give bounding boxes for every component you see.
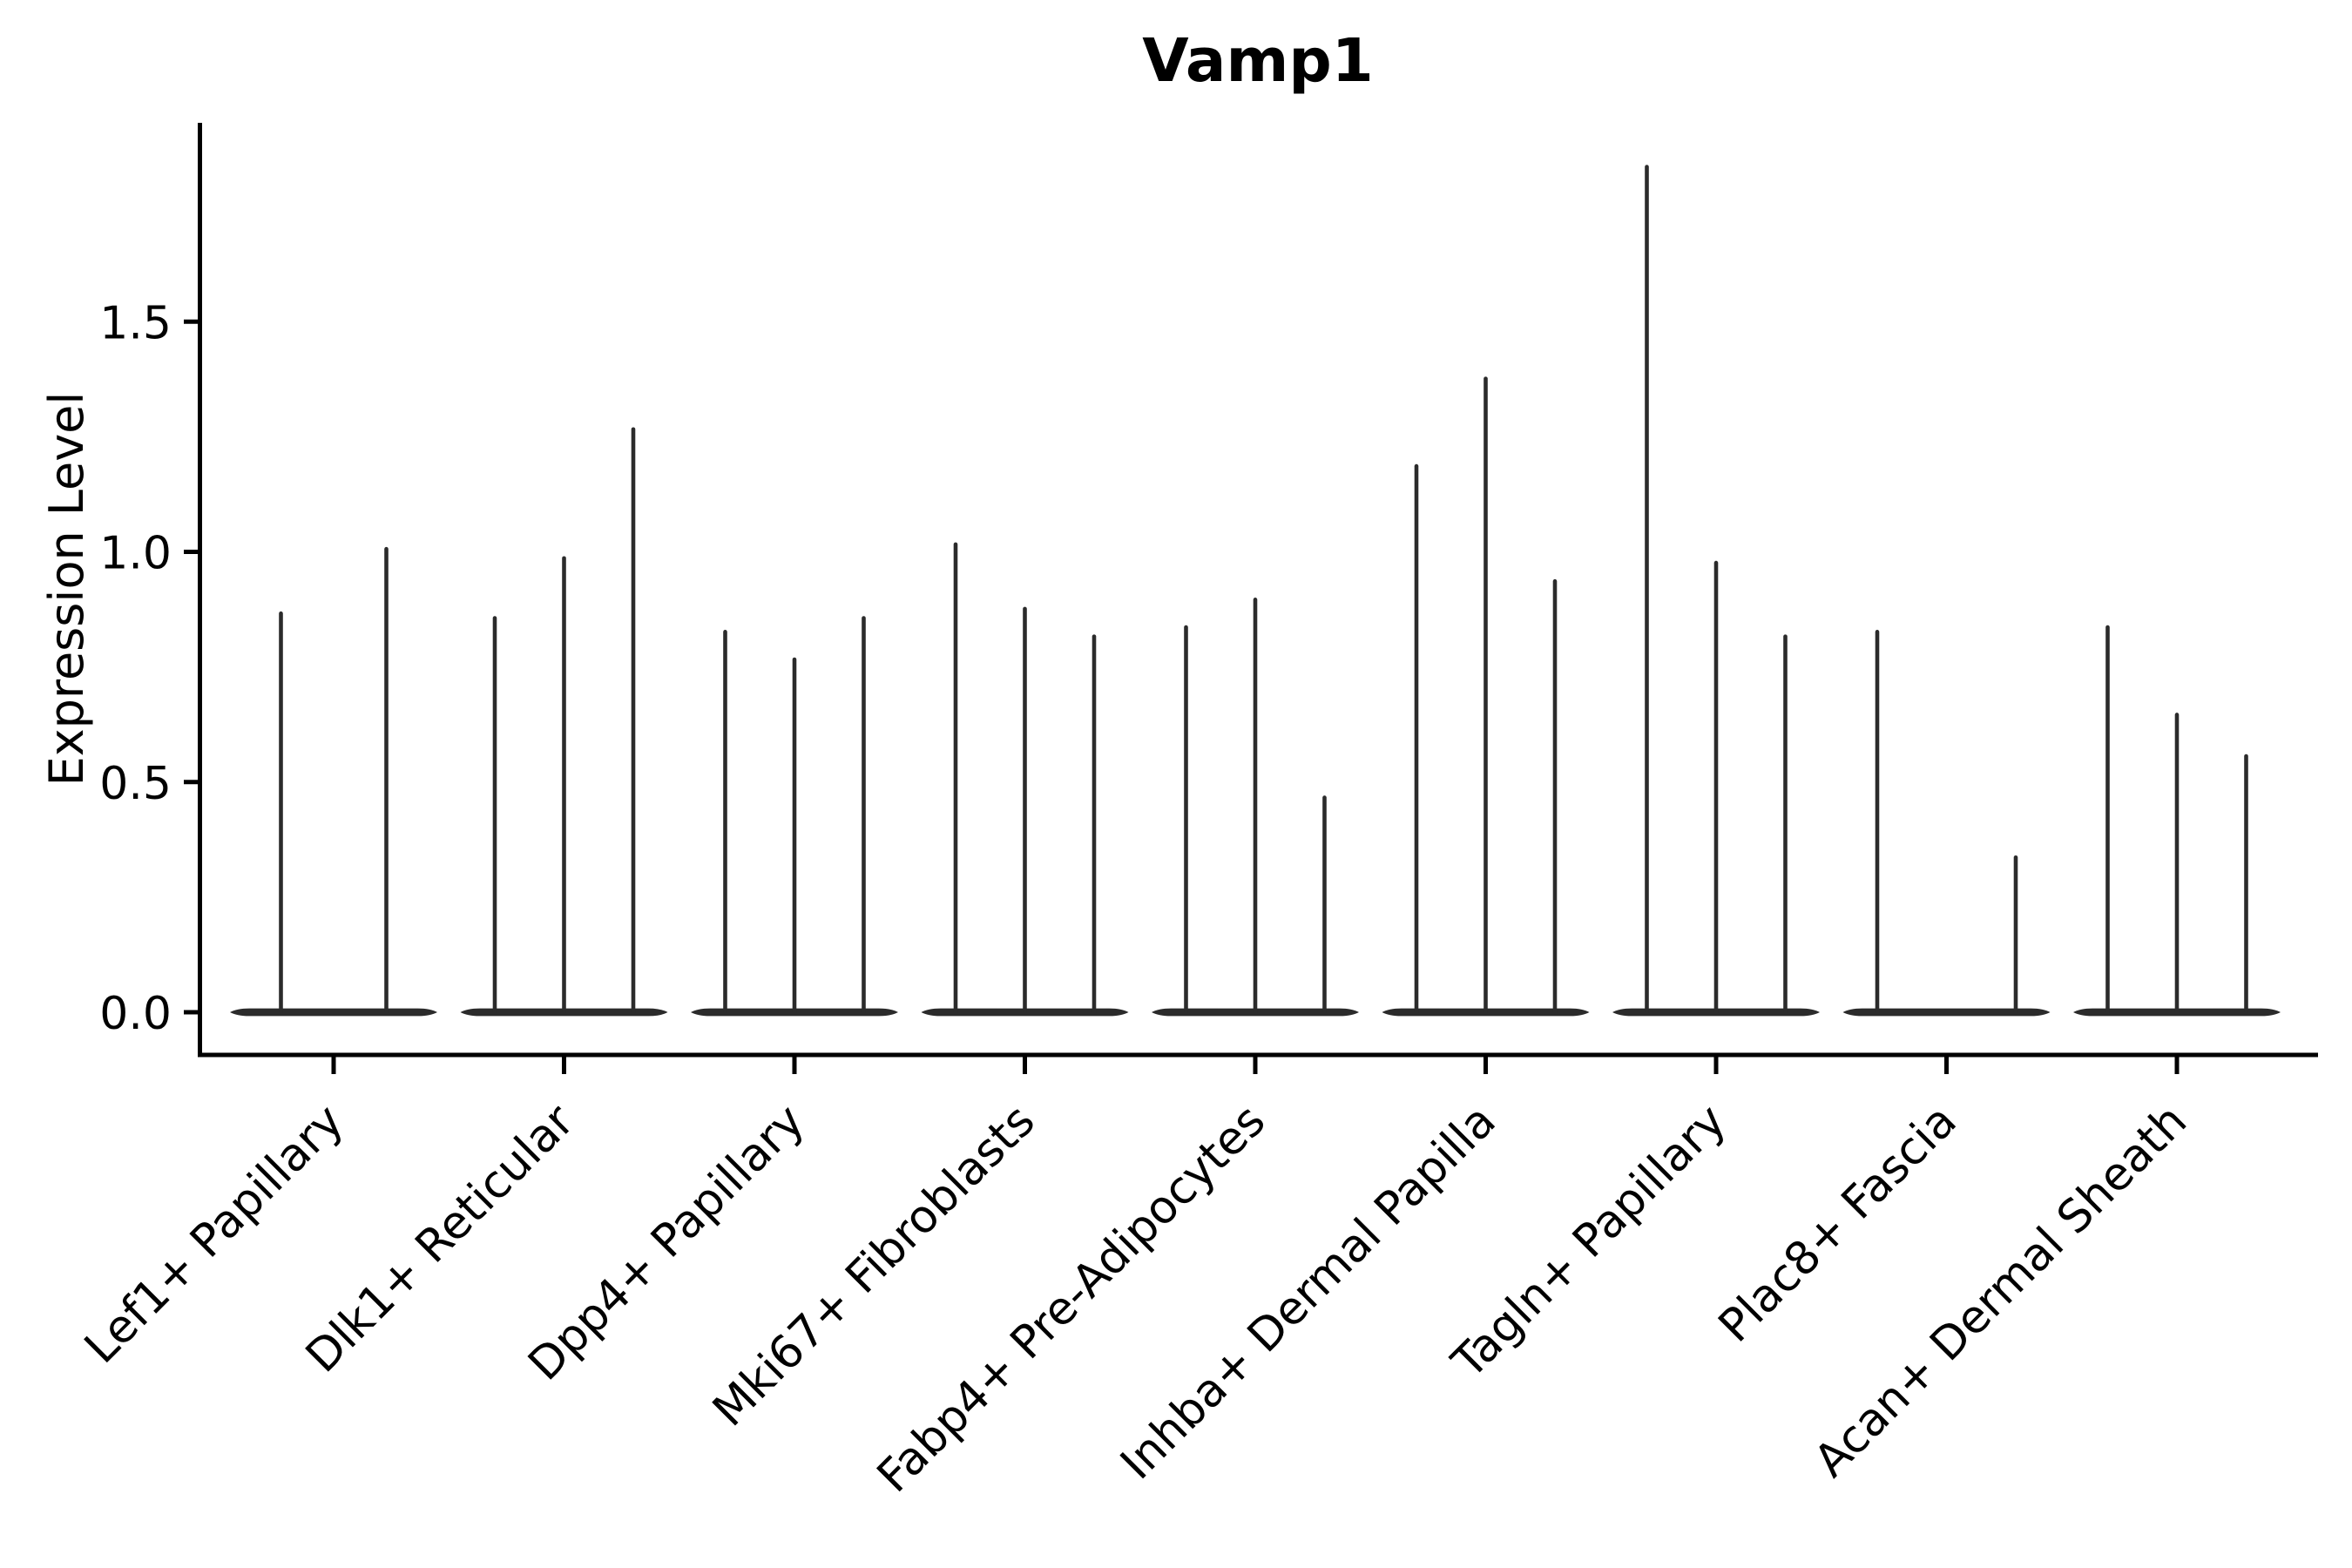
y-tick-label: 0.5 bbox=[99, 758, 172, 810]
x-tick-label: Plac8+ Fascia bbox=[1709, 1095, 1967, 1353]
y-tick-label: 1.0 bbox=[99, 528, 172, 580]
y-tick-label: 0.0 bbox=[99, 988, 172, 1040]
x-tick-label: Inhba+ Dermal Papilla bbox=[1111, 1095, 1505, 1490]
violin-baseline bbox=[230, 1008, 437, 1017]
violin-baseline bbox=[1842, 1008, 2051, 1017]
y-tick-label: 1.5 bbox=[99, 297, 172, 349]
chart-title: Vamp1 bbox=[1142, 26, 1374, 96]
x-tick-label: Fabp4+ Pre-Adipocytes bbox=[868, 1095, 1275, 1503]
x-tick-label: Acan+ Dermal Sheath bbox=[1805, 1095, 2198, 1488]
